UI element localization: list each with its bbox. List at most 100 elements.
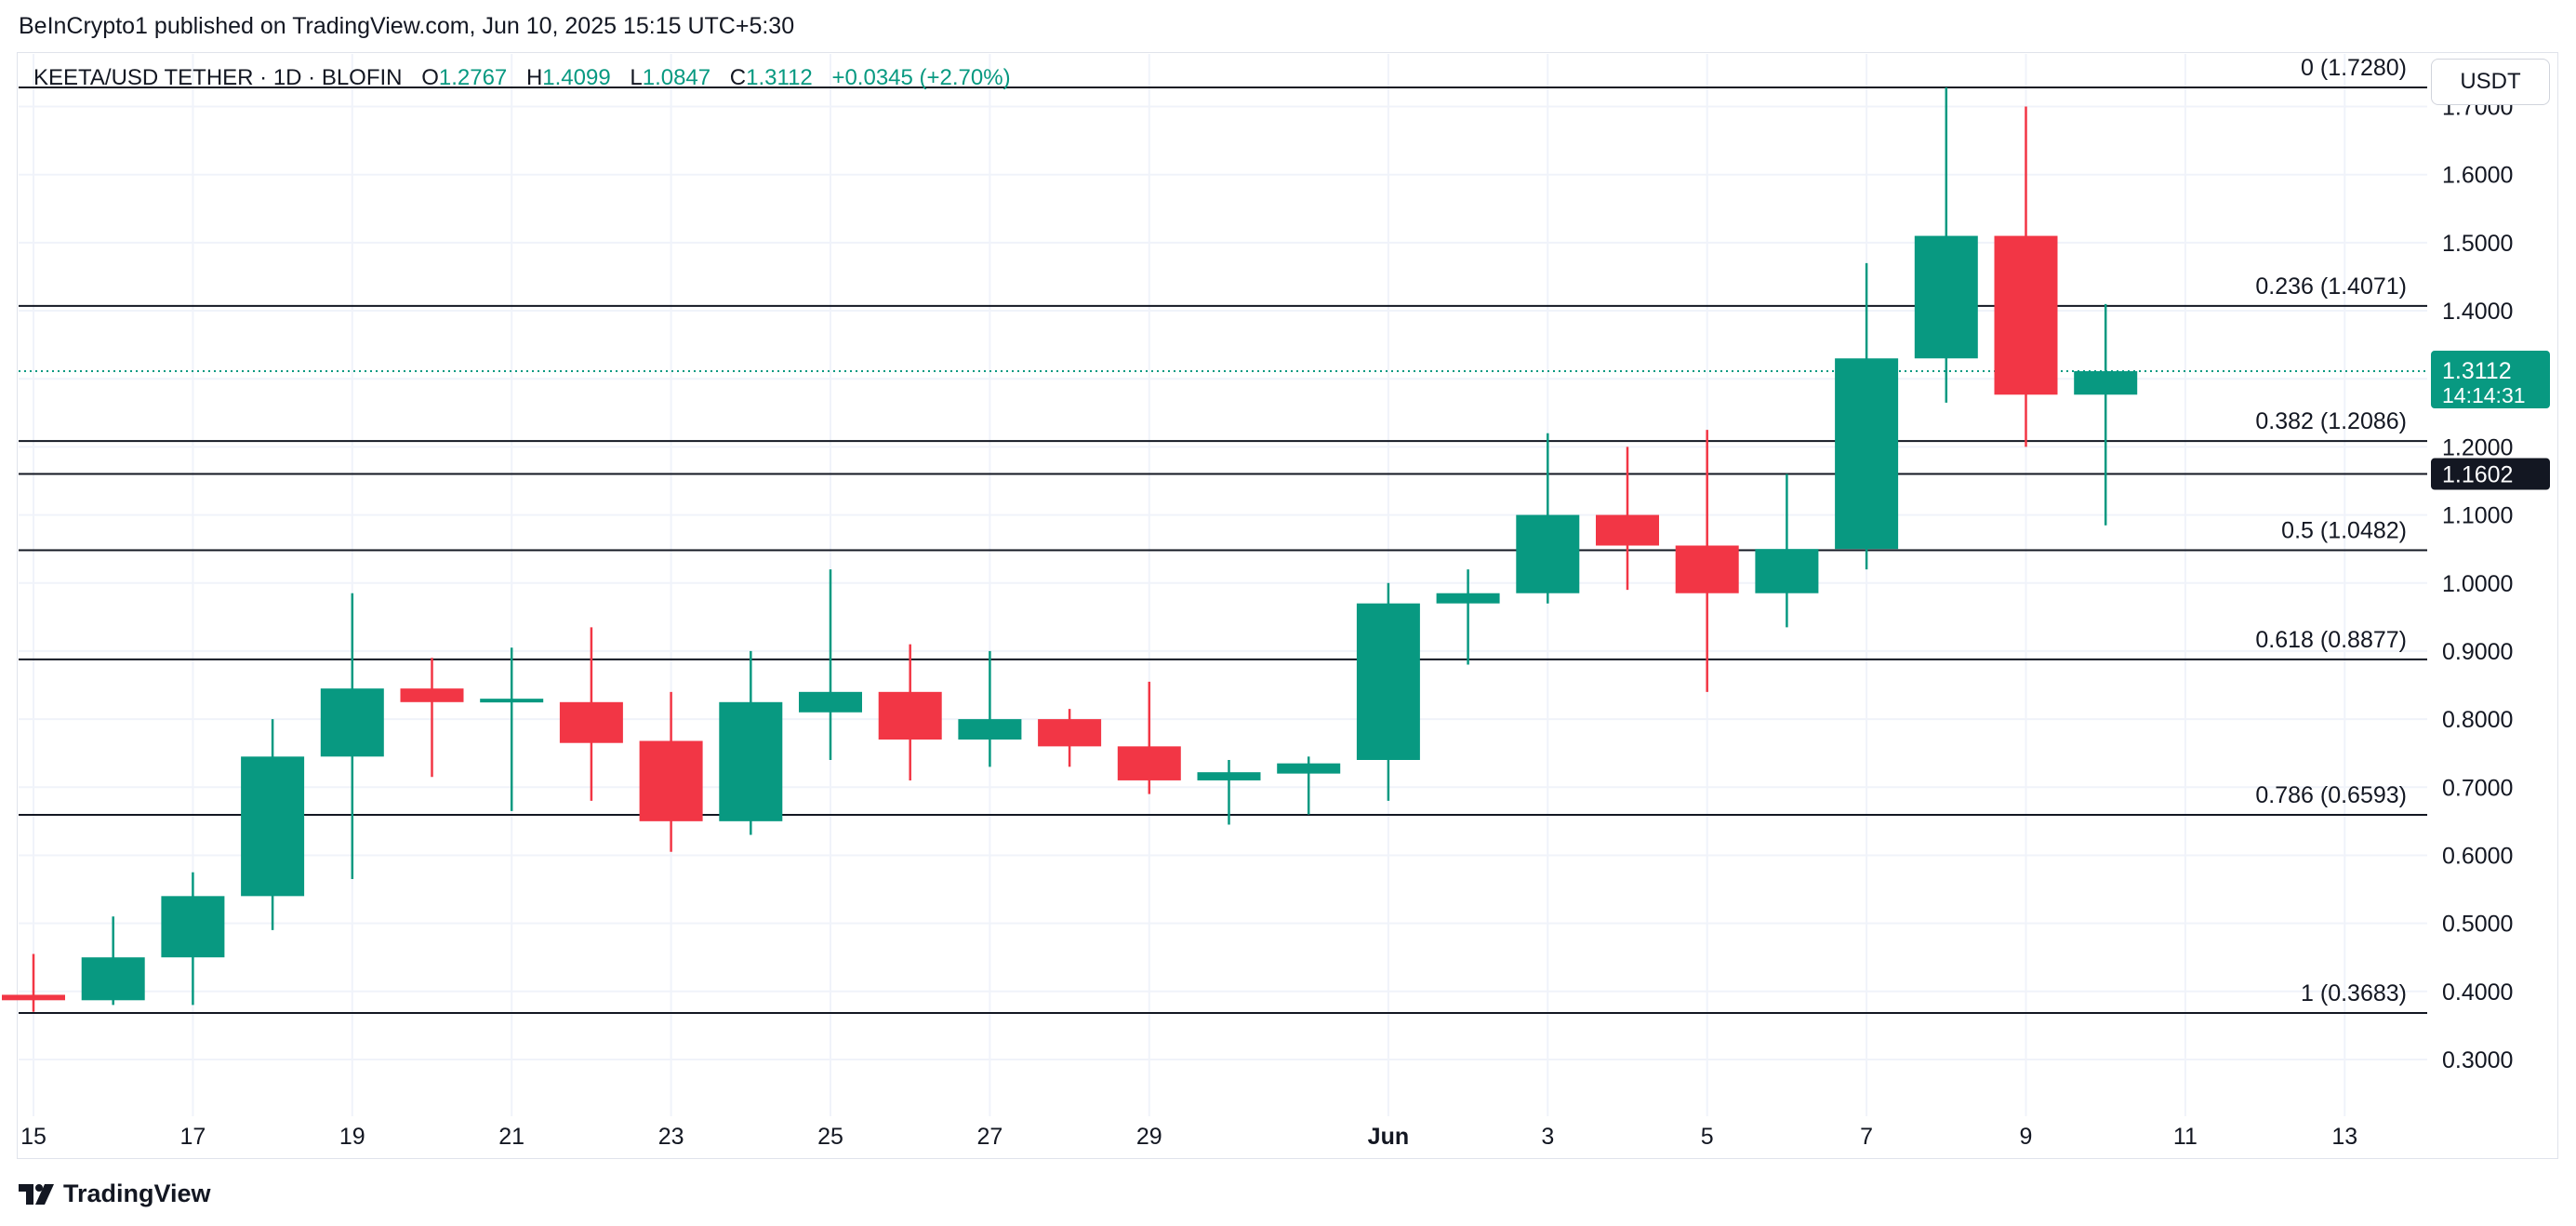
candle xyxy=(719,650,783,835)
candle-body xyxy=(1994,235,2058,395)
candle xyxy=(799,569,862,760)
candle-body xyxy=(719,701,783,821)
candle xyxy=(320,593,384,880)
y-tick-label: 0.7000 xyxy=(2442,775,2513,801)
time-axis: 15 17 19 21 23 25 27 29 Jun 3 5 7 9 11 13 xyxy=(20,1124,2357,1150)
x-tick-label: 21 xyxy=(498,1124,524,1150)
symbol-name[interactable]: KEETA/USD TETHER · 1D · BLOFIN xyxy=(33,65,403,90)
candle xyxy=(1197,760,1261,825)
candle-body xyxy=(1117,746,1181,780)
candle xyxy=(1596,446,1659,591)
candle xyxy=(639,691,703,852)
candle-body xyxy=(1436,593,1500,604)
x-tick-label: 29 xyxy=(1136,1124,1162,1150)
x-tick-label: 27 xyxy=(976,1124,1003,1150)
x-tick-label: 17 xyxy=(179,1124,206,1150)
tradingview-logo[interactable]: TradingView xyxy=(19,1179,211,1208)
symbol-legend: KEETA/USD TETHER · 1D · BLOFIN O1.2767 H… xyxy=(33,65,1011,91)
y-tick-label: 1.6000 xyxy=(2442,163,2513,189)
fib-level-label: 1 (0.3683) xyxy=(2301,980,2407,1006)
candle xyxy=(878,644,942,780)
candle-body xyxy=(1516,514,1580,593)
candle xyxy=(241,719,305,930)
y-tick-label: 0.9000 xyxy=(2442,639,2513,665)
open-label: O xyxy=(421,65,439,90)
line-price-badge-bg xyxy=(2431,458,2550,490)
candle xyxy=(1675,430,1739,692)
candle-body xyxy=(1755,549,1819,593)
candle-body xyxy=(400,688,464,702)
low-label: L xyxy=(630,65,643,90)
y-tick-label: 1.1000 xyxy=(2442,503,2513,529)
candle xyxy=(1516,433,1580,604)
publisher-line: BeInCrypto1 published on TradingView.com… xyxy=(19,13,795,39)
candle xyxy=(1835,262,1899,570)
candle xyxy=(559,627,623,801)
x-tick-label: 3 xyxy=(1541,1124,1554,1150)
candle xyxy=(1994,106,2058,447)
candle-body xyxy=(480,699,544,703)
candle-body xyxy=(639,740,703,821)
x-tick-label: 13 xyxy=(2331,1124,2357,1150)
y-tick-label: 0.5000 xyxy=(2442,912,2513,938)
fib-level-label: 0 (1.7280) xyxy=(2301,55,2407,81)
y-tick-label: 1.4000 xyxy=(2442,299,2513,325)
currency-unit-button[interactable]: USDT xyxy=(2431,59,2550,105)
x-tick-label: 15 xyxy=(20,1124,46,1150)
candle xyxy=(1277,756,1341,815)
y-tick-label: 0.4000 xyxy=(2442,979,2513,1006)
candle-body xyxy=(241,756,305,897)
last-price-value: 1.3112 xyxy=(2442,358,2512,384)
grid-layer xyxy=(19,54,2427,1116)
tradingview-logo-text: TradingView xyxy=(63,1179,211,1207)
y-tick-label: 1.5000 xyxy=(2442,231,2513,257)
candle-body xyxy=(1277,763,1341,774)
candle xyxy=(81,916,145,1006)
x-tick-label: 7 xyxy=(1860,1124,1873,1150)
fib-level-label: 0.5 (1.0482) xyxy=(2281,517,2407,543)
tradingview-logo-icon xyxy=(19,1183,54,1205)
low-value: 1.0847 xyxy=(642,65,711,90)
chart-frame xyxy=(17,52,2558,1159)
candle xyxy=(2,953,65,1012)
candle-body xyxy=(799,691,862,713)
high-value: 1.4099 xyxy=(542,65,611,90)
y-tick-label: 0.3000 xyxy=(2442,1047,2513,1073)
candle-body xyxy=(1835,358,1899,550)
y-tick-label: 1.2000 xyxy=(2442,434,2513,460)
candle-body xyxy=(958,719,1022,740)
candle-body xyxy=(81,957,145,1001)
close-label: C xyxy=(729,65,747,90)
line-price-value: 1.1602 xyxy=(2442,462,2513,488)
candle-body xyxy=(2,994,65,1001)
fib-level-label: 0.382 (1.2086) xyxy=(2255,408,2407,434)
candle-body xyxy=(1356,603,1420,760)
fib-level-label: 0.236 (1.4071) xyxy=(2255,273,2407,300)
y-tick-label: 1.0000 xyxy=(2442,571,2513,597)
last-price-badge-bg xyxy=(2431,351,2550,409)
x-tick-label: 11 xyxy=(2173,1124,2198,1150)
candle xyxy=(1356,582,1420,801)
x-tick-label: 9 xyxy=(2020,1124,2033,1150)
candle xyxy=(161,872,225,1006)
candle xyxy=(2074,303,2138,526)
x-tick-label: 5 xyxy=(1701,1124,1714,1150)
countdown-value: 14:14:31 xyxy=(2442,383,2526,407)
candle xyxy=(1755,473,1819,628)
y-tick-label: 0.6000 xyxy=(2442,843,2513,869)
candle-body xyxy=(1675,545,1739,593)
candle-body xyxy=(878,691,942,740)
candle xyxy=(480,647,544,811)
candle-body xyxy=(1038,719,1102,747)
x-tick-label: 19 xyxy=(339,1124,365,1150)
x-tick-label: 25 xyxy=(817,1124,843,1150)
fib-level-label: 0.618 (0.8877) xyxy=(2255,627,2407,653)
candle xyxy=(1117,681,1181,794)
x-tick-label: 23 xyxy=(658,1124,684,1150)
candle-body xyxy=(1914,235,1978,359)
candle xyxy=(1914,87,1978,403)
high-label: H xyxy=(525,65,543,90)
